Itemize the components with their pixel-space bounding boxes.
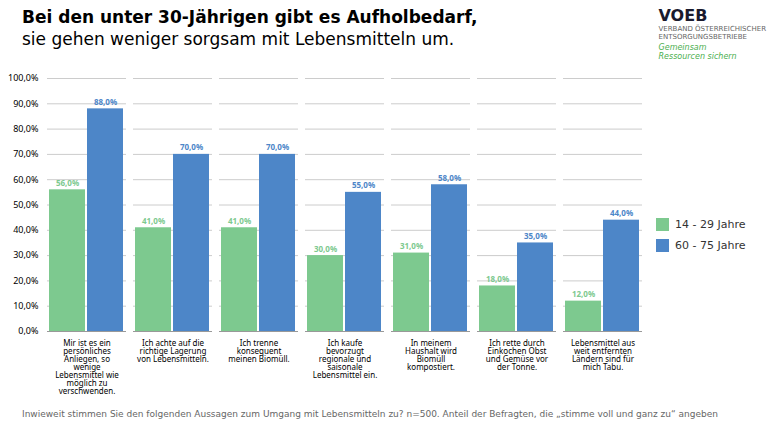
svg-text:10,0%: 10,0% — [13, 299, 39, 312]
svg-text:90,0%: 90,0% — [13, 97, 39, 110]
svg-text:In meinemHaushalt wirdBiomüllk: In meinemHaushalt wirdBiomüllkompostiert… — [405, 337, 457, 372]
svg-text:70,0%: 70,0% — [180, 141, 203, 152]
svg-text:58,0%: 58,0% — [438, 172, 461, 183]
svg-text:80,0%: 80,0% — [13, 122, 39, 135]
svg-text:44,0%: 44,0% — [610, 207, 633, 218]
svg-text:60,0%: 60,0% — [13, 173, 39, 186]
svg-text:18,0%: 18,0% — [486, 273, 509, 284]
svg-text:100,0%: 100,0% — [8, 71, 39, 84]
svg-text:70,0%: 70,0% — [266, 141, 289, 152]
svg-text:55,0%: 55,0% — [352, 179, 375, 190]
html-text:VOEB: VOEB — [658, 6, 708, 25]
svg-text:41,0%: 41,0% — [142, 215, 165, 226]
html-text:60 - 75 Jahre: 60 - 75 Jahre — [675, 238, 746, 252]
svg-text:88,0%: 88,0% — [94, 96, 117, 107]
svg-text:12,0%: 12,0% — [572, 288, 595, 299]
svg-text:30,0%: 30,0% — [13, 248, 39, 261]
svg-text:Ich kaufebevorzugtregionale un: Ich kaufebevorzugtregionale undsaisonale… — [313, 337, 378, 380]
svg-text:70,0%: 70,0% — [13, 147, 39, 160]
svg-text:Ich achte auf dierichtige Lage: Ich achte auf dierichtige Lagerungvon Le… — [137, 337, 209, 364]
html-text:14 - 29 Jahre: 14 - 29 Jahre — [675, 217, 746, 231]
svg-text:56,0%: 56,0% — [56, 177, 79, 188]
svg-text:30,0%: 30,0% — [314, 243, 337, 254]
svg-text:0,0%: 0,0% — [18, 324, 39, 337]
svg-text:31,0%: 31,0% — [400, 240, 423, 251]
svg-text:40,0%: 40,0% — [13, 223, 39, 236]
svg-text:20,0%: 20,0% — [13, 274, 39, 287]
svg-text:Ich trennekonsequentmeinen Bio: Ich trennekonsequentmeinen Biomüll. — [228, 337, 289, 364]
svg-text:41,0%: 41,0% — [228, 215, 251, 226]
svg-text:Mir ist es einpersönlichesAnli: Mir ist es einpersönlichesAnliegen, sowe… — [55, 337, 119, 396]
html-text:Inwieweit stimmen Sie den folg: Inwieweit stimmen Sie den folgenden Auss… — [22, 409, 718, 419]
html-text:Gemeinsam Ressourcen sichern: Gemeinsam Ressourcen sichern — [658, 43, 737, 61]
html-text:Bei den unter 30-Jährigen gibt: Bei den unter 30-Jährigen gibt es Aufhol… — [22, 7, 478, 27]
svg-text:Ich rette durchEinkochen Obstu: Ich rette durchEinkochen Obstund Gemüse … — [486, 337, 549, 372]
svg-text:50,0%: 50,0% — [13, 198, 39, 211]
svg-text:Lebensmittel ausweit entfernte: Lebensmittel ausweit entferntenLändern s… — [571, 337, 635, 372]
svg-text:35,0%: 35,0% — [524, 230, 547, 241]
html-text:VERBAND ÖSTERREICHISCHER ENTSO: VERBAND ÖSTERREICHISCHER ENTSORGUNGSBETR… — [658, 25, 766, 41]
html-text:sie gehen weniger sorgsam mit: sie gehen weniger sorgsam mit Lebensmitt… — [22, 29, 455, 49]
